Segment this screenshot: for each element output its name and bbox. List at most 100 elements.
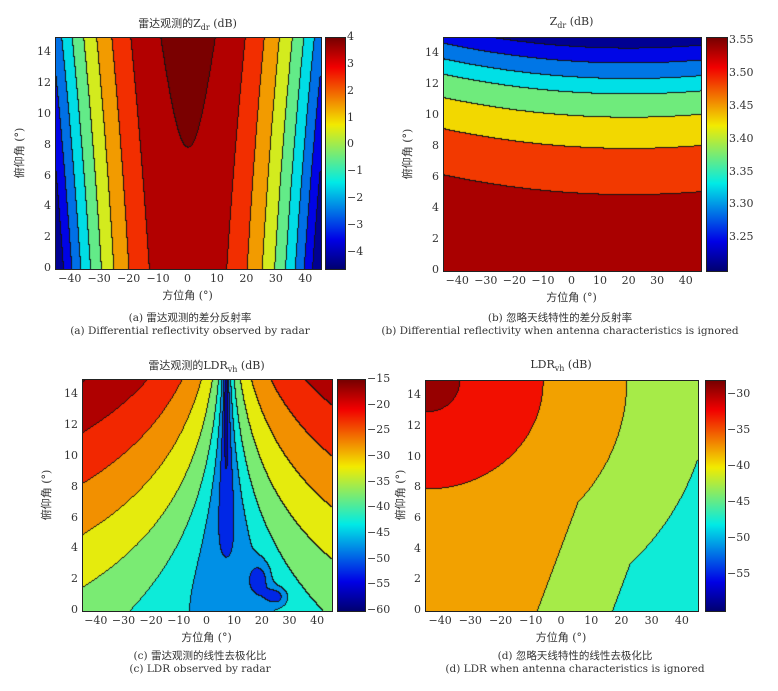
colorbar-a-tick: −4	[347, 244, 364, 258]
caption-en-d: (d) LDR when antenna characteristics is …	[445, 663, 705, 675]
y-tick-c: 8	[71, 479, 78, 493]
y-tick-b: 0	[432, 263, 439, 276]
y-tick-c: 10	[64, 449, 78, 462]
title-subscript: dr	[200, 23, 210, 33]
colorbar-a-tick: 3	[347, 56, 354, 70]
y-tick-d: 0	[414, 603, 421, 616]
colorbar-d-tick: −30	[727, 387, 751, 401]
y-tick-c: 0	[71, 603, 78, 616]
x-tick-b: 40	[678, 274, 693, 287]
x-tick-a: −30	[87, 272, 111, 285]
colorbar-c-tick: −35	[367, 474, 391, 488]
chart-title-b: Zdr (dB)	[550, 15, 594, 30]
colorbar-b-tick: 3.45	[729, 98, 754, 112]
colorbar-c-tick: −25	[367, 423, 391, 437]
colorbar-c-tick: −20	[367, 397, 391, 411]
y-tick-b: 6	[432, 169, 439, 183]
title-subscript: vh	[227, 365, 238, 375]
y-tick-b: 2	[432, 231, 439, 245]
title-suffix: (dB)	[209, 17, 237, 30]
title-subscript: dr	[557, 21, 567, 31]
chart-title-d: LDRvh (dB)	[530, 358, 591, 373]
colorbar-b-tick: 3.55	[729, 33, 754, 47]
y-axis-label-b: 俯仰角 (°)	[401, 128, 414, 179]
y-tick-a: 10	[37, 107, 51, 120]
colorbar-c-tick: −30	[367, 449, 391, 462]
y-tick-a: 0	[44, 261, 51, 274]
x-tick-c: −10	[167, 614, 191, 627]
x-axis-label-c: 方位角 (°)	[181, 631, 232, 644]
y-tick-c: 4	[71, 541, 78, 555]
x-axis-label-b: 方位角 (°)	[546, 291, 597, 304]
contour-plot-a	[55, 37, 322, 270]
contour-plot-b	[443, 37, 702, 272]
y-tick-d: 14	[407, 388, 421, 402]
x-tick-c: 40	[310, 614, 325, 627]
x-tick-b: −30	[474, 274, 498, 287]
colorbar-d-tick: −35	[727, 423, 751, 437]
x-tick-a: −20	[117, 272, 141, 285]
x-tick-a: 20	[239, 272, 254, 285]
colorbar-a-tick: 1	[347, 110, 354, 124]
x-tick-c: −30	[111, 614, 136, 627]
colorbar-b-tick: 3.25	[729, 230, 754, 244]
x-tick-b: −20	[502, 274, 526, 287]
y-axis-label-d: 俯仰角 (°)	[394, 469, 407, 521]
x-tick-c: 20	[254, 614, 269, 627]
y-tick-b: 14	[425, 45, 439, 59]
title-suffix: (dB)	[564, 358, 592, 371]
y-tick-d: 2	[414, 572, 421, 586]
y-tick-b: 8	[432, 138, 439, 152]
y-axis-label-c: 俯仰角 (°)	[40, 469, 53, 520]
caption-cn-d: (d) 忽略天线特性的线性去极化比	[497, 650, 653, 662]
caption-en-a: (a) Differential reflectivity observed b…	[70, 325, 310, 337]
x-tick-a: 40	[298, 272, 313, 285]
colorbar-a	[325, 37, 346, 270]
x-tick-d: 0	[557, 614, 565, 627]
x-tick-a: 10	[209, 272, 224, 285]
y-tick-b: 12	[425, 76, 439, 90]
colorbar-d-tick: −40	[727, 459, 751, 473]
title-subscript: vh	[554, 364, 565, 374]
x-axis-label-a: 方位角 (°)	[162, 289, 213, 302]
title-suffix: (dB)	[566, 15, 594, 28]
chart-title-a: 雷达观测的Zdr (dB)	[138, 15, 237, 32]
title-suffix: (dB)	[237, 359, 265, 372]
colorbar-c-tick: −45	[367, 526, 391, 539]
x-tick-d: 20	[614, 614, 629, 627]
x-tick-b: 10	[593, 274, 608, 287]
y-tick-a: 2	[44, 230, 51, 244]
x-tick-d: 40	[674, 614, 689, 627]
colorbar-a-tick: −1	[347, 164, 364, 178]
x-tick-a: −10	[146, 272, 170, 285]
y-tick-d: 6	[414, 511, 421, 524]
caption-cn-a: (a) 雷达观测的差分反射率	[128, 312, 252, 324]
y-tick-c: 2	[71, 572, 78, 586]
y-axis-label-a: 俯仰角 (°)	[13, 127, 26, 178]
x-tick-b: 30	[650, 274, 665, 287]
y-tick-a: 4	[44, 199, 51, 213]
x-tick-a: −40	[58, 272, 82, 285]
colorbar-a-tick: 0	[347, 137, 354, 151]
x-tick-c: −20	[139, 614, 163, 627]
caption-en-c: (c) LDR observed by radar	[129, 663, 271, 675]
y-tick-a: 8	[44, 137, 51, 151]
y-tick-d: 8	[414, 480, 421, 494]
colorbar-a-tick: 2	[347, 83, 354, 97]
colorbar-c-tick: −50	[367, 551, 391, 565]
contour-plot-c	[82, 379, 333, 612]
colorbar-a-tick: −2	[347, 191, 364, 205]
title-prefix: 雷达观测的Z	[138, 17, 201, 30]
colorbar-b-tick: 3.35	[729, 164, 754, 178]
colorbar-b-tick: 3.30	[729, 197, 754, 211]
y-tick-d: 12	[407, 419, 421, 432]
colorbar-b-tick: 3.40	[729, 131, 754, 145]
y-tick-c: 6	[71, 510, 78, 524]
x-tick-b: −10	[531, 274, 555, 287]
x-tick-a: 30	[268, 272, 283, 285]
x-tick-b: 0	[568, 274, 575, 287]
caption-b: (b) 忽略天线特性的差分反射率 (b) Differential reflect…	[381, 312, 738, 338]
colorbar-d	[705, 380, 726, 612]
colorbar-b-tick: 3.50	[729, 66, 754, 80]
x-tick-c: 0	[203, 614, 210, 627]
